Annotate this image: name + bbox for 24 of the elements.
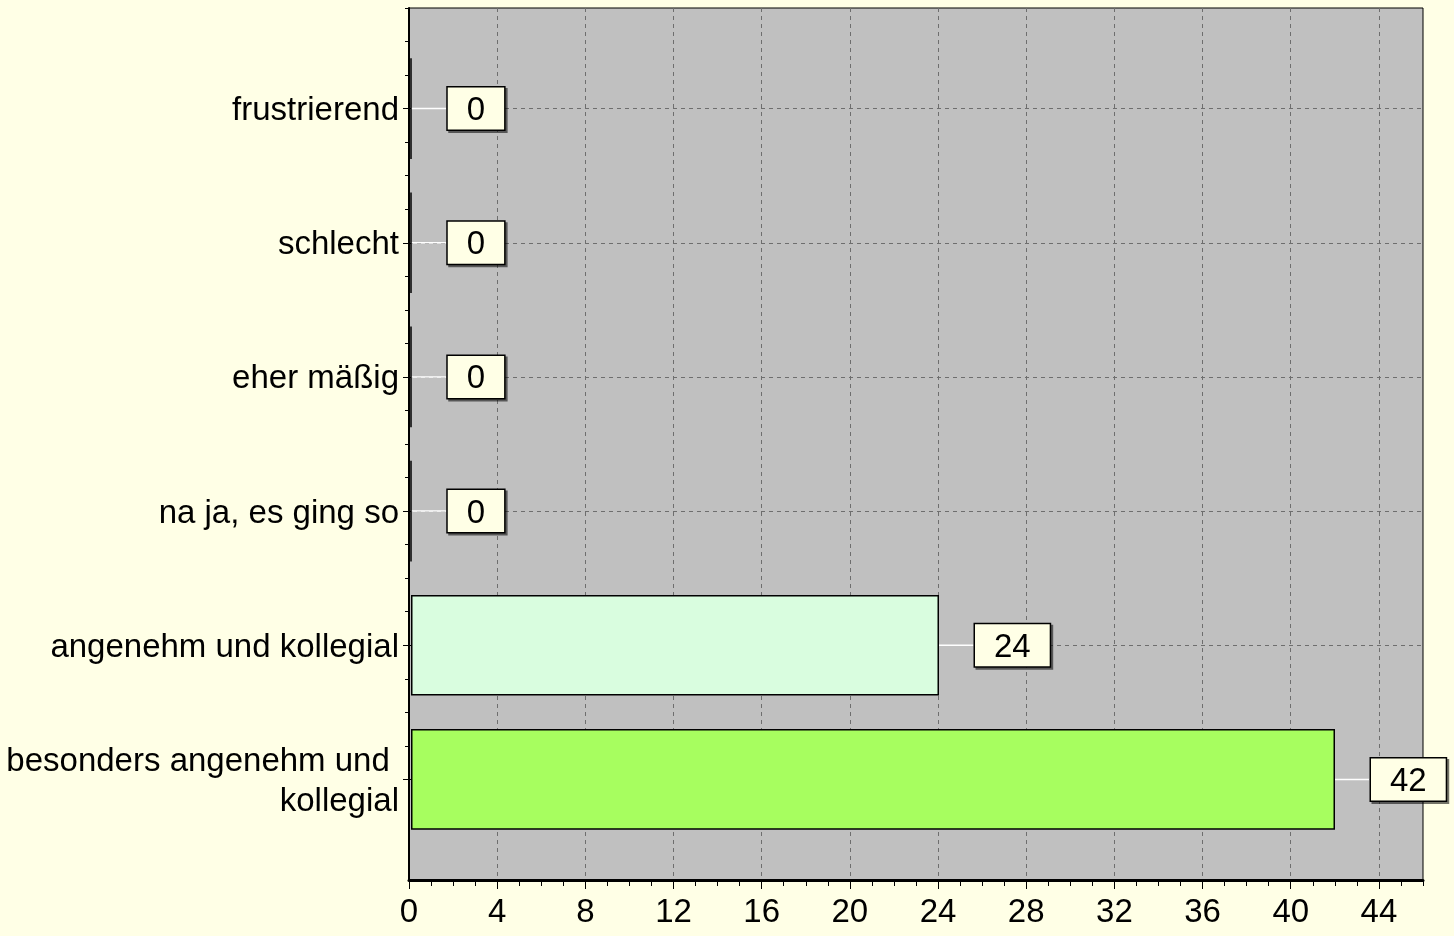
x-tick-label: 36 — [1184, 892, 1221, 929]
y-tick-label: na ja, es ging so — [158, 492, 399, 530]
y-tick-label: frustrierend — [232, 90, 399, 128]
data-label: 0 — [466, 224, 486, 262]
data-label: 42 — [1390, 760, 1427, 798]
data-label: 24 — [994, 626, 1031, 664]
x-tick-label: 16 — [743, 892, 781, 929]
y-tick-label: angenehm und kollegial — [50, 626, 399, 664]
x-tick-label: 28 — [1007, 892, 1045, 929]
x-tick-label: 8 — [576, 892, 595, 929]
x-tick-label: 32 — [1096, 892, 1133, 929]
y-tick-label: eher mäßig — [232, 358, 399, 396]
data-label: 0 — [466, 358, 486, 396]
x-tick-label: 12 — [655, 892, 692, 929]
x-tick-label: 24 — [919, 892, 957, 929]
data-label: 0 — [466, 90, 486, 128]
x-tick-label: 4 — [487, 892, 507, 929]
data-label: 0 — [466, 492, 486, 530]
y-tick-label: besonders angenehm und kollegial — [6, 740, 399, 818]
y-tick-label: schlecht — [277, 224, 399, 262]
x-tick-label: 40 — [1272, 892, 1310, 929]
x-tick-label: 0 — [399, 892, 419, 929]
x-tick-label: 44 — [1360, 892, 1398, 929]
x-tick-label: 20 — [831, 892, 869, 929]
